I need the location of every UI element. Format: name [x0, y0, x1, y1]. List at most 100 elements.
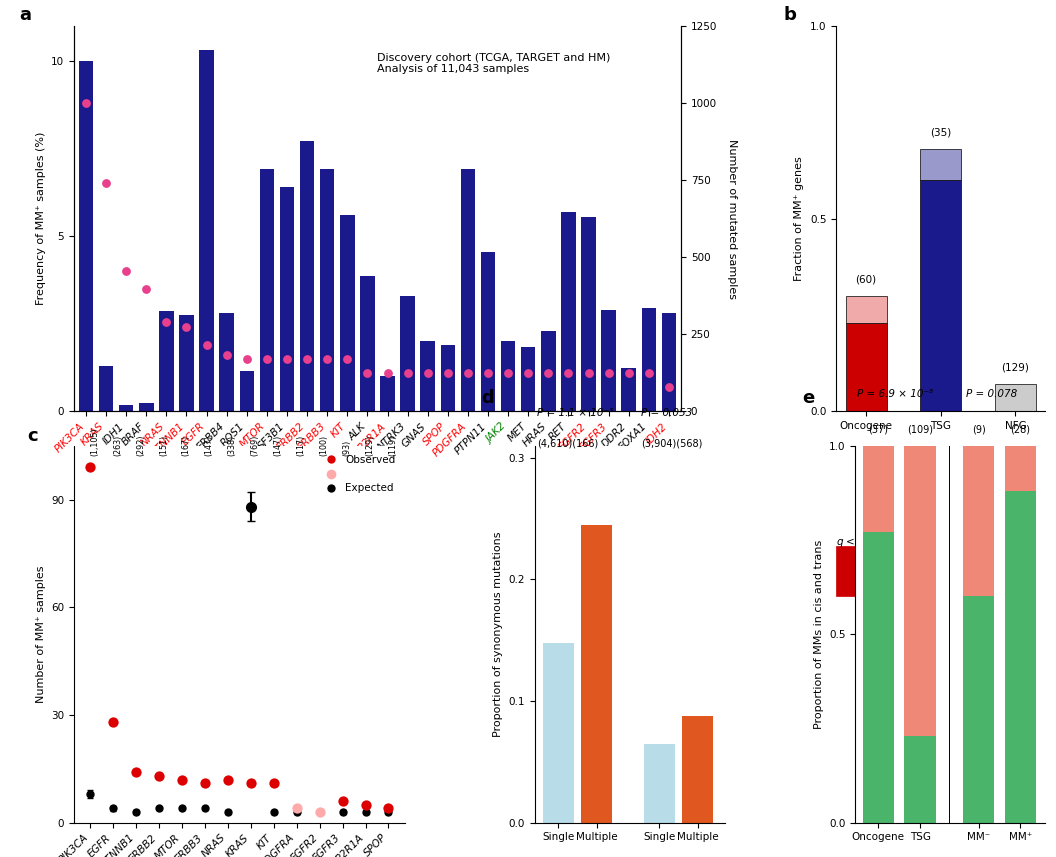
- Bar: [480, 252, 495, 411]
- Text: P = 0.053: P = 0.053: [641, 408, 693, 418]
- Bar: [79, 61, 93, 411]
- Point: [560, 366, 577, 380]
- Text: (9): (9): [972, 424, 985, 434]
- Bar: [1004, 446, 1036, 491]
- Point: [128, 765, 145, 779]
- Bar: [622, 368, 636, 411]
- Text: (60): (60): [855, 274, 876, 284]
- Bar: [601, 309, 616, 411]
- Point: [81, 460, 98, 474]
- Bar: [220, 313, 234, 411]
- Bar: [280, 187, 295, 411]
- Bar: [119, 405, 133, 411]
- Bar: [240, 371, 254, 411]
- Bar: [581, 217, 596, 411]
- Point: [379, 366, 396, 380]
- Point: [242, 776, 259, 790]
- Text: (129): (129): [365, 435, 375, 457]
- Point: [265, 776, 282, 790]
- Point: [357, 798, 374, 812]
- Point: [540, 366, 557, 380]
- Bar: [963, 446, 995, 596]
- Bar: [846, 323, 887, 411]
- Bar: [460, 170, 475, 411]
- Bar: [995, 384, 1036, 411]
- Text: b: b: [784, 7, 796, 25]
- Text: (151): (151): [158, 435, 168, 457]
- FancyBboxPatch shape: [871, 547, 899, 596]
- Point: [158, 315, 175, 329]
- Point: [178, 321, 195, 334]
- Point: [359, 366, 376, 380]
- Text: P = 6.9 × 10⁻⁸: P = 6.9 × 10⁻⁸: [857, 389, 934, 399]
- Point: [312, 805, 328, 818]
- Text: a: a: [19, 7, 32, 25]
- Point: [439, 366, 456, 380]
- Bar: [200, 51, 213, 411]
- Point: [580, 366, 597, 380]
- Point: [288, 801, 305, 815]
- Bar: [360, 276, 375, 411]
- Text: (147): (147): [205, 435, 213, 457]
- Point: [117, 264, 134, 278]
- Bar: [159, 311, 173, 411]
- Y-axis label: Frequency of MM⁺ samples (%): Frequency of MM⁺ samples (%): [36, 132, 45, 305]
- Point: [259, 352, 276, 366]
- Y-axis label: Number of MM⁺ samples: Number of MM⁺ samples: [36, 566, 45, 703]
- Text: (35): (35): [930, 128, 951, 138]
- Point: [239, 352, 256, 366]
- Bar: [920, 180, 961, 411]
- Point: [640, 366, 657, 380]
- Y-axis label: Number of mutated samples: Number of mutated samples: [727, 139, 736, 298]
- Text: (93): (93): [342, 440, 352, 457]
- Bar: [682, 716, 714, 823]
- Point: [196, 776, 213, 790]
- Bar: [582, 524, 612, 823]
- Text: (109): (109): [907, 424, 934, 434]
- Text: P = 1.1 × 10⁻³: P = 1.1 × 10⁻³: [536, 408, 612, 418]
- Bar: [904, 736, 936, 823]
- Bar: [541, 331, 555, 411]
- Point: [520, 366, 536, 380]
- FancyBboxPatch shape: [907, 547, 935, 596]
- Bar: [320, 170, 335, 411]
- Point: [380, 801, 397, 815]
- FancyBboxPatch shape: [836, 547, 864, 596]
- Point: [138, 282, 155, 296]
- Text: (117): (117): [297, 435, 305, 457]
- Text: c: c: [27, 427, 38, 445]
- Text: (147): (147): [274, 435, 283, 457]
- Point: [419, 366, 436, 380]
- Text: (28): (28): [1011, 424, 1031, 434]
- Text: (119): (119): [389, 435, 397, 457]
- Point: [620, 366, 637, 380]
- Y-axis label: Fraction of MM⁺ genes: Fraction of MM⁺ genes: [794, 156, 805, 281]
- Bar: [561, 212, 576, 411]
- Text: (3,904)(568): (3,904)(568): [641, 438, 702, 448]
- Text: $q$ < 0.001: $q$ < 0.001: [836, 535, 888, 548]
- FancyBboxPatch shape: [981, 547, 1007, 596]
- Point: [319, 352, 336, 366]
- Bar: [400, 296, 415, 411]
- Point: [279, 352, 296, 366]
- Point: [399, 366, 416, 380]
- Text: (338): (338): [228, 435, 237, 457]
- Bar: [904, 446, 936, 736]
- Bar: [662, 313, 676, 411]
- Point: [660, 380, 677, 393]
- Bar: [521, 346, 535, 411]
- Point: [150, 770, 167, 783]
- Point: [334, 794, 351, 808]
- Bar: [846, 296, 887, 323]
- Bar: [440, 345, 455, 411]
- Bar: [863, 532, 894, 823]
- Text: (4,610)(166): (4,610)(166): [536, 438, 598, 448]
- Bar: [99, 366, 113, 411]
- Point: [339, 352, 356, 366]
- Legend: Observed, , Expected: Observed, , Expected: [317, 451, 399, 498]
- Point: [499, 366, 516, 380]
- Bar: [340, 215, 355, 411]
- Bar: [420, 341, 435, 411]
- Bar: [920, 149, 961, 180]
- Point: [459, 366, 476, 380]
